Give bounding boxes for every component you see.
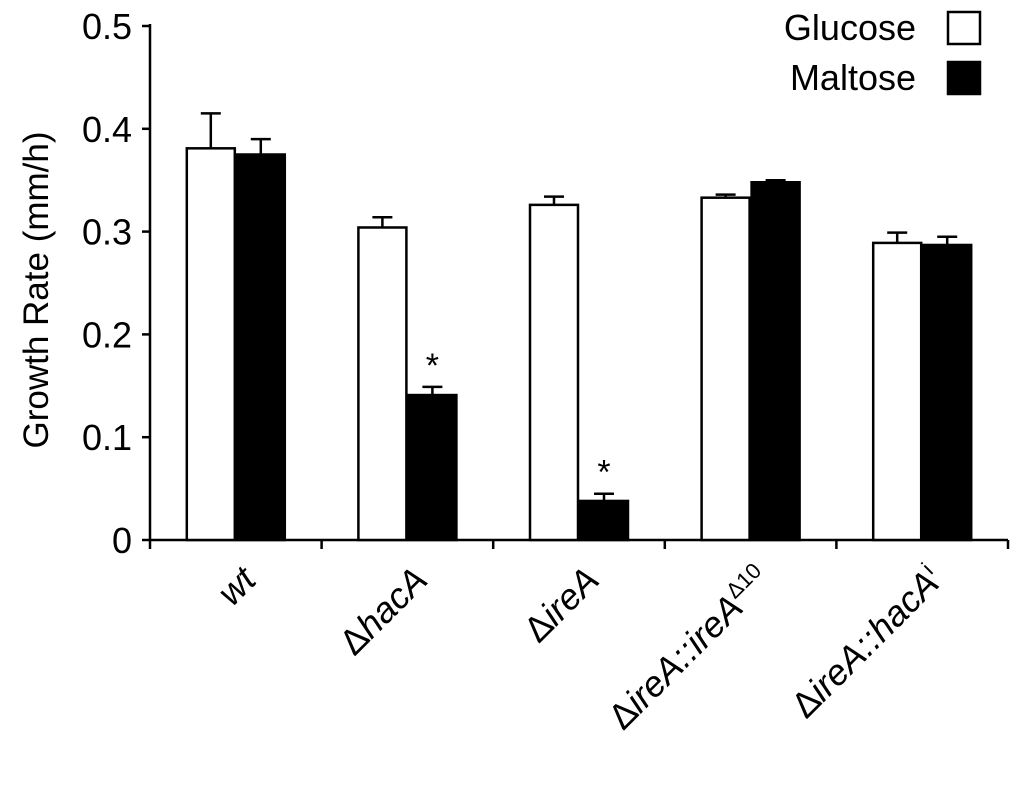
significance-marker: *	[426, 347, 439, 385]
y-tick-label: 0.5	[82, 6, 132, 47]
legend-label-glucose: Glucose	[784, 7, 916, 48]
x-tick-label-italic: ireA::hacA	[800, 562, 946, 708]
x-tick-label: ΔhacA	[331, 559, 435, 663]
x-tick-label-italic: ireA::ireA	[617, 586, 751, 720]
bar-maltose	[921, 243, 973, 542]
legend-swatch-glucose	[946, 10, 982, 46]
bar-maltose	[235, 153, 287, 542]
bar-glucose	[528, 203, 580, 542]
bar-maltose	[578, 499, 630, 542]
y-tick-label: 0.2	[82, 314, 132, 355]
significance-marker: *	[597, 454, 610, 492]
legend: Glucose Maltose	[784, 7, 982, 98]
x-tick-label: ΔireA::ireAΔ10	[599, 558, 778, 737]
y-axis: 0 0.1 0.2 0.3 0.4 0.5	[82, 6, 152, 561]
bar-maltose	[407, 393, 458, 542]
x-tick-label: wt	[209, 557, 265, 613]
y-tick-label: 0.3	[82, 212, 132, 253]
legend-swatch-maltose	[946, 60, 982, 96]
y-tick-label: 0	[112, 520, 132, 561]
x-tick-label: ΔireA	[515, 559, 606, 650]
y-axis-label: Growth Rate (mm/h)	[17, 132, 56, 449]
bar-glucose	[357, 226, 408, 542]
bar-glucose	[700, 196, 751, 542]
y-tick-label: 0.1	[82, 417, 132, 458]
bars: **	[185, 112, 973, 542]
bar-glucose	[871, 241, 923, 542]
y-tick-label: 0.4	[82, 109, 132, 150]
bar-glucose	[185, 147, 237, 542]
bar-maltose	[750, 181, 801, 542]
x-tick-label-italic: wt	[209, 557, 265, 613]
x-tick-label: ΔireA::hacAi	[782, 558, 950, 726]
legend-label-maltose: Maltose	[790, 57, 916, 98]
